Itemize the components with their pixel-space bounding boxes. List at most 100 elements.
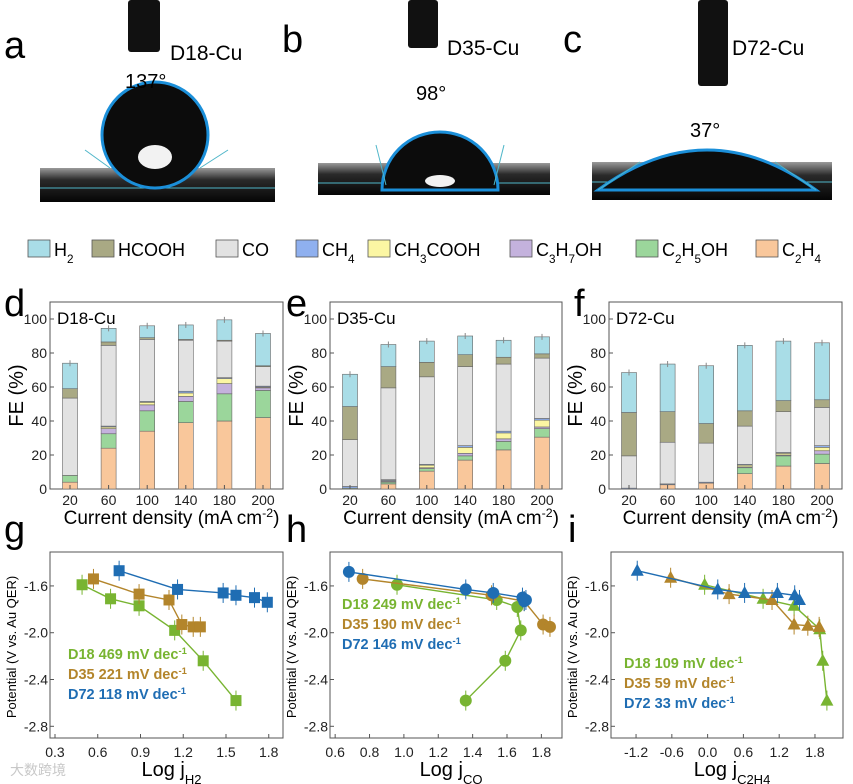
fe-chart-d35-cu: 20 60 100 140 180 200 0 20 40 60 80 100 D35-Cu Curren… bbox=[286, 301, 563, 529]
plot-frame bbox=[49, 301, 284, 490]
y-tick-label: 20 bbox=[31, 447, 47, 463]
bar-segment-c2h4 bbox=[100, 447, 117, 490]
x-axis-label: Log jC2H4 bbox=[694, 759, 771, 784]
bar-segment-hcooh bbox=[621, 412, 637, 457]
y-tick-label: 20 bbox=[311, 447, 327, 463]
x-tick-label: 0.3 bbox=[45, 744, 65, 760]
x-tick-label: -0.6 bbox=[660, 744, 684, 760]
y-tick-label: -2.4 bbox=[304, 672, 328, 688]
tafel-chart-1: 0.3 0.6 0.9 1.2 1.5 1.8 -1.6 -2.0 -2.4 -2.8 D18 46… bbox=[4, 551, 284, 784]
bar-segment-c2h5oh bbox=[139, 410, 155, 432]
needle bbox=[698, 0, 728, 86]
y-tick-label: 80 bbox=[590, 345, 606, 361]
bar-segment-co bbox=[380, 387, 397, 480]
x-tick-label: 60 bbox=[381, 492, 397, 508]
bar-segment-h2 bbox=[659, 363, 676, 412]
bar-segment-h2 bbox=[380, 344, 397, 367]
bar-segment-ch3cooh bbox=[216, 378, 233, 384]
bar-segment-c2h5oh bbox=[178, 401, 194, 424]
y-tick-label: 0 bbox=[598, 481, 606, 497]
bar-segment-ch3cooh bbox=[814, 447, 830, 452]
data-point bbox=[172, 583, 184, 595]
bar-segment-co bbox=[100, 345, 117, 427]
bar-segment-c2h4 bbox=[457, 459, 474, 490]
data-point bbox=[812, 619, 826, 632]
tafel-slope-label: D72 118 mV dec-1 bbox=[68, 685, 186, 704]
bar-segment-co bbox=[775, 411, 792, 453]
bar-segment-co bbox=[698, 442, 715, 483]
x-tick-label: 60 bbox=[101, 492, 117, 508]
contact-angle-value: 37° bbox=[690, 120, 720, 142]
y-tick-label: -1.6 bbox=[304, 578, 328, 594]
bar-segment-c2h5oh bbox=[255, 390, 271, 418]
bar-segment-c3h7oh bbox=[100, 428, 117, 435]
legend-label: CH4 bbox=[322, 240, 355, 266]
bar-segment-h2 bbox=[342, 373, 358, 407]
y-tick-label: 80 bbox=[31, 345, 47, 361]
bar-segment-c2h4 bbox=[495, 449, 512, 490]
legend-item: HCOOH bbox=[91, 239, 185, 260]
bar-segment-hcooh bbox=[457, 354, 474, 367]
x-tick-label: 100 bbox=[695, 492, 719, 508]
x-tick-label: 1.8 bbox=[532, 744, 552, 760]
bar-segment-hcooh bbox=[534, 353, 550, 359]
x-tick-label: 140 bbox=[174, 492, 198, 508]
droplet bbox=[100, 80, 210, 190]
droplet-reflection bbox=[138, 145, 172, 169]
x-tick-label: 1.2 bbox=[429, 744, 449, 760]
data-point bbox=[820, 693, 834, 706]
bar-segment-hcooh bbox=[380, 366, 397, 389]
x-tick-label: 1.5 bbox=[216, 744, 236, 760]
bar-segment-hcooh bbox=[698, 423, 715, 444]
bar-segment-co bbox=[62, 397, 78, 476]
y-tick-label: -2.4 bbox=[585, 672, 609, 688]
y-axis-label: FE (%) bbox=[286, 364, 308, 426]
y-tick-label: 60 bbox=[31, 379, 47, 395]
y-axis-label: Potential (V vs. Au QER) bbox=[284, 576, 299, 718]
chart-title: D35-Cu bbox=[337, 309, 396, 328]
legend-item: CO bbox=[215, 239, 269, 260]
bar-segment-co bbox=[495, 363, 512, 432]
bar-segment-ch3cooh bbox=[534, 419, 550, 428]
y-tick-label: -1.6 bbox=[24, 578, 48, 594]
x-tick-label: 20 bbox=[342, 492, 358, 508]
bar-segment-co bbox=[659, 441, 676, 485]
watermark: 大数跨境 bbox=[10, 762, 66, 778]
y-tick-label: -2.8 bbox=[585, 718, 609, 734]
legend-label: C3H7OH bbox=[536, 240, 602, 266]
bar-segment-c3h7oh bbox=[457, 452, 474, 457]
bar-segment-co bbox=[457, 366, 474, 446]
needle bbox=[128, 0, 160, 52]
needle bbox=[408, 0, 438, 48]
bar-segment-hcooh bbox=[659, 411, 676, 443]
bar-segment-c2h5oh bbox=[736, 467, 753, 474]
contact-angle-value: 137° bbox=[125, 71, 166, 93]
x-tick-label: 0.6 bbox=[88, 744, 108, 760]
droplet-reflection bbox=[425, 175, 455, 187]
x-tick-label: 1.2 bbox=[174, 744, 194, 760]
bar-segment-c2h5oh bbox=[418, 468, 435, 472]
bar-segment-c2h5oh bbox=[775, 455, 792, 467]
data-point bbox=[230, 589, 242, 601]
contact-angle-panel-d35-cu: D35-Cu 98° bbox=[318, 0, 550, 195]
bar-segment-c2h4 bbox=[216, 420, 233, 490]
y-tick-label: -1.6 bbox=[585, 578, 609, 594]
bar-segment-hcooh bbox=[495, 356, 512, 365]
data-point bbox=[87, 573, 99, 585]
data-point bbox=[487, 586, 500, 599]
data-point bbox=[711, 582, 725, 595]
legend-item: C3H7OH bbox=[509, 239, 602, 266]
bar-segment-co bbox=[814, 407, 830, 446]
data-point bbox=[133, 600, 145, 612]
panel-letter-h: h bbox=[286, 509, 307, 551]
data-point bbox=[105, 593, 117, 605]
x-tick-label: 0.0 bbox=[698, 744, 718, 760]
y-axis-label: FE (%) bbox=[6, 364, 28, 426]
y-tick-label: -2.0 bbox=[24, 625, 48, 641]
legend-label: HCOOH bbox=[118, 240, 185, 260]
y-tick-label: 20 bbox=[590, 447, 606, 463]
bar-segment-co bbox=[178, 339, 194, 392]
legend-item: H2 bbox=[27, 239, 74, 266]
x-tick-label: 0.8 bbox=[360, 744, 380, 760]
plot-frame bbox=[608, 301, 843, 490]
